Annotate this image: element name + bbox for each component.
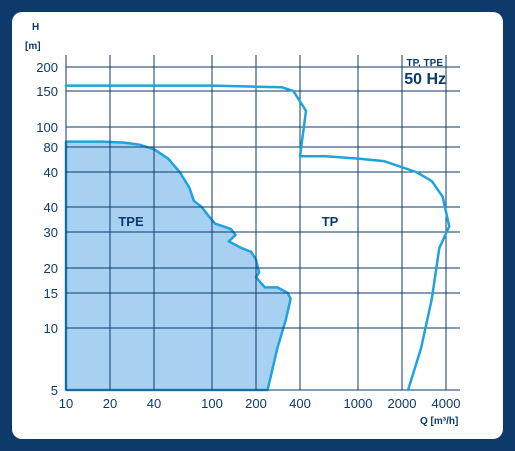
x-tick-label: 2000 <box>388 396 417 411</box>
y-tick-label: 80 <box>44 140 58 155</box>
x-tick-label: 4000 <box>432 396 461 411</box>
y-tick-label: 20 <box>44 261 58 276</box>
y-tick-label: 150 <box>36 84 58 99</box>
region-label-tp: TP <box>322 214 339 229</box>
y-axis-title-unit: [m] <box>25 41 41 52</box>
x-tick-label: 100 <box>201 396 223 411</box>
tp-curve <box>64 84 451 392</box>
x-tick-label: 20 <box>103 396 117 411</box>
region-label-tpe: TPE <box>118 214 144 229</box>
x-tick-label: 400 <box>289 396 311 411</box>
tpe-area <box>64 140 292 392</box>
y-tick-label: 100 <box>36 120 58 135</box>
x-axis-title: Q [m³/h] <box>420 416 458 427</box>
y-tick-label: 40 <box>44 165 58 180</box>
x-tick-label: 10 <box>59 396 73 411</box>
chart-subtitle: 50 Hz <box>404 71 446 88</box>
grid <box>65 55 460 391</box>
x-tick-labels: 10 20 40 100 200 400 1000 2000 4000 <box>59 396 461 411</box>
x-tick-label: 1000 <box>344 396 373 411</box>
y-tick-label: 200 <box>36 60 58 75</box>
x-tick-label: 200 <box>245 396 267 411</box>
y-tick-label: 10 <box>44 321 58 336</box>
y-tick-label: 40 <box>44 200 58 215</box>
y-tick-label: 5 <box>51 383 58 398</box>
y-tick-label: 30 <box>44 225 58 240</box>
chart-title: TP, TPE <box>407 58 444 69</box>
y-tick-label: 15 <box>44 286 58 301</box>
y-axis-title-h: H <box>32 22 39 33</box>
x-tick-label: 40 <box>147 396 161 411</box>
y-tick-labels: 200 150 100 80 40 40 30 20 15 10 5 <box>36 60 58 398</box>
